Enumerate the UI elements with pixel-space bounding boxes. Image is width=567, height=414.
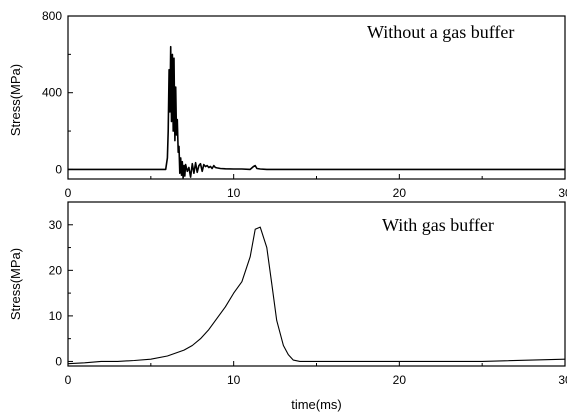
chart-annotation: Without a gas buffer xyxy=(367,22,514,42)
x-axis-title: time(ms) xyxy=(291,397,342,412)
y-tick-label: 0 xyxy=(55,162,62,176)
y-tick-label: 0 xyxy=(55,354,62,368)
y-tick-label: 30 xyxy=(49,218,63,232)
y-axis-title: Stress(MPa) xyxy=(8,248,23,320)
chart-annotation: With gas buffer xyxy=(382,215,494,235)
x-tick-label: 20 xyxy=(393,186,407,200)
y-tick-label: 20 xyxy=(49,263,63,277)
series-line xyxy=(67,226,566,365)
series-line xyxy=(68,45,565,179)
x-tick-label: 0 xyxy=(65,373,72,387)
x-tick-label: 30 xyxy=(558,373,567,387)
top-chart-panel: 0 10 20 30 0 400 800 Stress(MPa) Without a gas b… xyxy=(8,9,567,200)
x-tick-label: 10 xyxy=(227,373,241,387)
y-tick-label: 800 xyxy=(42,9,62,23)
x-tick-label: 0 xyxy=(65,186,72,200)
y-axis-title: Stress(MPa) xyxy=(8,64,23,136)
x-tick-label: 20 xyxy=(393,373,407,387)
y-tick-label: 400 xyxy=(42,86,62,100)
bottom-chart-panel: 0 10 20 30 0 10 20 30 Stress(MPa) time(ms) With ga… xyxy=(8,201,567,412)
x-tick-label: 10 xyxy=(227,186,241,200)
x-tick-label: 30 xyxy=(558,186,567,200)
y-tick-label: 10 xyxy=(49,309,63,323)
